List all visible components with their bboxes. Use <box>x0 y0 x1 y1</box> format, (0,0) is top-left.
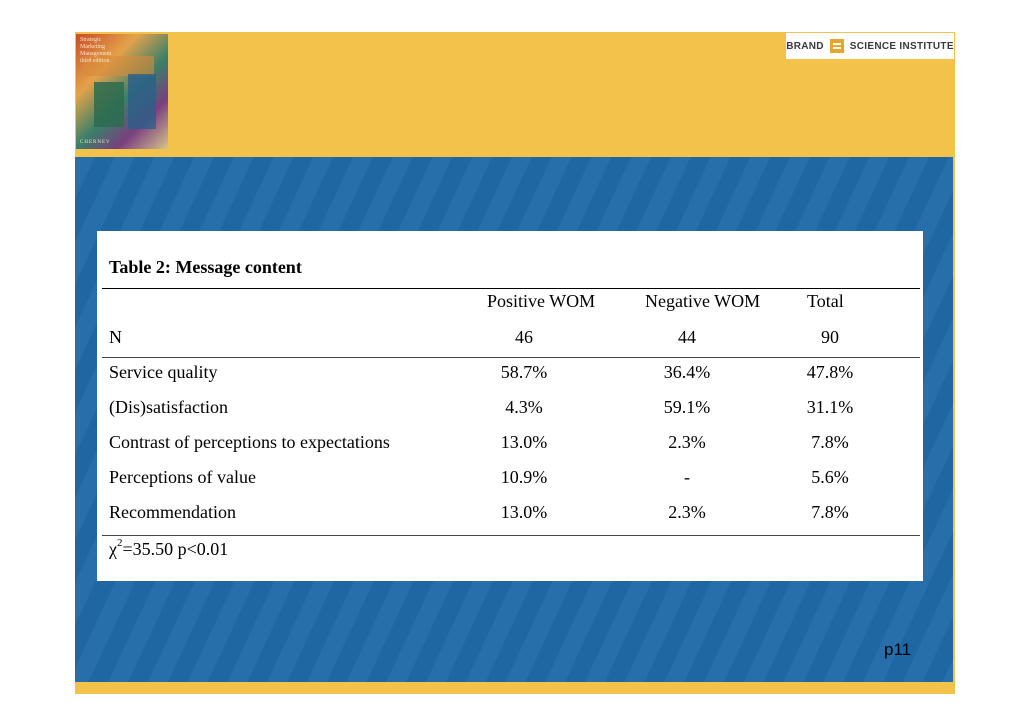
cell-total: 7.8% <box>811 432 849 452</box>
cell-positive: 10.9% <box>500 467 548 487</box>
chi-exponent: 2 <box>117 537 123 549</box>
cell-negative: 2.3% <box>668 432 706 452</box>
cover-art-block <box>84 56 154 76</box>
header-positive-wom: Positive WOM <box>487 291 596 311</box>
cell-n-negative: 44 <box>678 327 696 347</box>
cell-total: 47.8% <box>806 362 854 382</box>
chi-symbol: χ <box>109 539 117 559</box>
header-negative-wom: Negative WOM <box>645 291 761 311</box>
cell-positive: 4.3% <box>505 397 543 417</box>
row-label-n: N <box>109 327 122 347</box>
message-content-table: Table 2: Message content Positive WOM Ne… <box>97 231 923 581</box>
row-label: Recommendation <box>109 502 236 522</box>
row-label: Contrast of perceptions to expectations <box>109 432 390 452</box>
table-title: Table 2: Message content <box>109 257 302 277</box>
cell-positive: 13.0% <box>500 432 548 452</box>
page-number: p11 <box>884 640 912 659</box>
cell-positive: 58.7% <box>500 362 548 382</box>
chi-value: =35.50 p<0.01 <box>122 539 229 559</box>
cell-total: 31.1% <box>806 397 854 417</box>
logo-right-word: SCIENCE INSTITUTE <box>849 40 954 52</box>
cell-positive: 13.0% <box>500 502 548 522</box>
logo-mark-icon <box>829 39 844 53</box>
book-cover-image: Strategic Marketing Management third edi… <box>76 34 168 149</box>
cell-total: 7.8% <box>811 502 849 522</box>
table-mid-rule <box>102 357 920 358</box>
cell-n-positive: 46 <box>515 327 533 347</box>
cover-art-block <box>128 74 156 129</box>
header-total: Total <box>807 291 844 311</box>
table-top-rule <box>102 288 920 289</box>
cell-n-total: 90 <box>821 327 839 347</box>
cover-author: CHERNEV <box>80 140 111 145</box>
cover-art-block <box>94 82 124 127</box>
chi-square-statistic: χ2=35.50 p<0.01 <box>109 537 229 560</box>
row-label: Perceptions of value <box>109 467 256 487</box>
brand-science-institute-logo: BRAND SCIENCE INSTITUTE <box>786 33 954 59</box>
cell-negative: 36.4% <box>663 362 711 382</box>
row-label: (Dis)satisfaction <box>109 397 228 417</box>
cell-negative: - <box>684 467 690 487</box>
table-bottom-rule <box>102 535 920 536</box>
cell-negative: 59.1% <box>663 397 711 417</box>
cell-negative: 2.3% <box>668 502 706 522</box>
cover-title: Strategic Marketing Management third edi… <box>80 37 112 64</box>
row-label: Service quality <box>109 362 218 382</box>
cell-total: 5.6% <box>811 467 849 487</box>
logo-left-word: BRAND <box>786 40 824 52</box>
